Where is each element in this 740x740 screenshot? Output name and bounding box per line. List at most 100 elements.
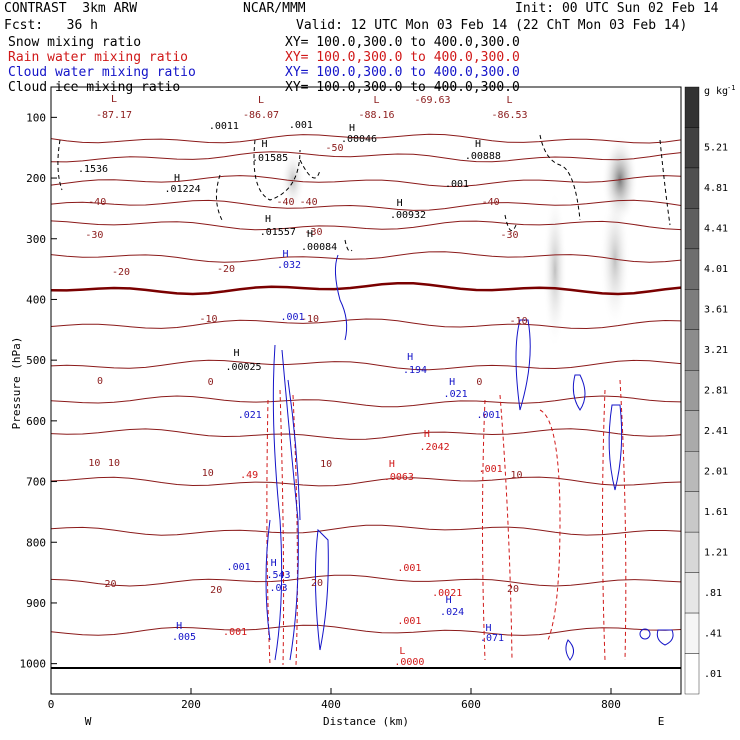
isotherm-line — [51, 151, 681, 163]
contour-label: .49 — [240, 470, 258, 481]
colorbar-swatch — [684, 491, 700, 533]
colorbar-label: 2.81 — [704, 386, 728, 397]
contour-label: .01585 — [252, 153, 288, 164]
x-axis-east: E — [658, 715, 665, 728]
contour-label: 20 — [210, 585, 222, 596]
colorbar-swatch — [684, 86, 700, 128]
contour-label: .0011 — [209, 121, 239, 132]
colorbar-label: 3.21 — [704, 345, 728, 356]
contour-label: H — [261, 139, 267, 150]
isotherm-line — [51, 220, 681, 231]
contour-label: -86.53 — [491, 110, 527, 121]
contour-label: H — [307, 229, 313, 240]
colorbar-label: .41 — [704, 628, 722, 639]
x-axis-label: Distance (km) — [323, 715, 409, 728]
contour-label: -50 — [325, 143, 343, 154]
y-tick-label: 100 — [26, 111, 46, 124]
contour-label: 10 — [88, 458, 100, 469]
y-tick-label: 700 — [26, 476, 46, 489]
contour-label: .071 — [480, 633, 504, 644]
contour-label: .543 — [266, 570, 290, 581]
colorbar-swatch — [684, 451, 700, 492]
model-title: CONTRAST 3km ARW — [4, 1, 138, 16]
colorbar-units: g kg — [704, 86, 728, 97]
contour-label: -10 — [301, 314, 319, 325]
contour-label: L — [111, 94, 117, 105]
contour-label: .005 — [172, 632, 196, 643]
contour-label: .01224 — [165, 184, 201, 195]
contour-label: L — [399, 646, 405, 657]
colorbar-swatch — [684, 531, 700, 573]
contour-label: .1536 — [78, 164, 108, 175]
colorbar-label: 4.41 — [704, 224, 728, 235]
isotherm-line — [51, 281, 681, 296]
colorbar-label: 4.01 — [704, 264, 728, 275]
contour-label: 0 — [97, 376, 103, 387]
contour-label: H — [407, 352, 413, 363]
contour-label: .001 — [445, 179, 469, 190]
contour-label: H — [233, 348, 239, 359]
colorbar-swatch — [684, 127, 700, 169]
contour-label: H — [449, 377, 455, 388]
plot-frame — [50, 86, 682, 695]
colorbar-units-exponent: -1 — [727, 84, 735, 92]
contour-label: -20 — [217, 264, 235, 275]
y-tick-label: 200 — [26, 172, 46, 185]
contour-label: -87.17 — [96, 110, 132, 121]
contour-label: -69.63 — [414, 95, 450, 106]
contour-label: H — [349, 123, 355, 134]
isotherm-line — [51, 524, 681, 536]
x-axis-west: W — [85, 715, 92, 728]
colorbar-swatch — [684, 289, 700, 331]
contour-label: .00888 — [465, 151, 501, 162]
colorbar-label: 2.41 — [704, 426, 728, 437]
y-tick-label: 400 — [26, 293, 46, 306]
y-tick-label: 800 — [26, 536, 46, 549]
contour-label: -30 — [85, 230, 103, 241]
contour-label: -30 — [304, 227, 322, 238]
contour-label: 20 — [311, 578, 323, 589]
contour-label: 0 — [476, 377, 482, 388]
isotherm-line — [51, 199, 681, 211]
isotherm-line — [51, 359, 681, 371]
x-tick-label: 400 — [321, 698, 341, 711]
contour-label: .021 — [444, 389, 468, 400]
legend-snow-name: Snow mixing ratio — [8, 35, 142, 50]
contour-label: -88.16 — [358, 110, 394, 121]
contour-label: 20 — [507, 584, 519, 595]
y-tick-label: 500 — [26, 354, 46, 367]
colorbar-label: 2.01 — [704, 466, 728, 477]
contour-label: .2042 — [420, 442, 450, 453]
legend-rain-name: Rain water mixing ratio — [8, 50, 189, 65]
contour-label: .00932 — [390, 210, 426, 221]
contour-label: -10 — [199, 314, 217, 325]
contour-label: H — [389, 459, 395, 470]
contour-label: -10 — [510, 316, 528, 327]
contour-label: 20 — [104, 579, 116, 590]
x-tick-label: 600 — [461, 698, 481, 711]
y-tick-label: 1000 — [20, 658, 47, 671]
contour-label: .001 — [227, 562, 251, 573]
contour-label: .001 — [397, 616, 421, 627]
colorbar-label: .01 — [704, 669, 722, 680]
contour-label: L — [506, 95, 512, 106]
dashed-contours — [57, 134, 671, 666]
contour-label: .0021 — [432, 588, 462, 599]
contour-label: .001 — [223, 627, 247, 638]
contour-label: .001 — [397, 563, 421, 574]
contour-label: L — [258, 95, 264, 106]
isotherm-line — [51, 395, 681, 408]
isotherm-line — [51, 428, 681, 440]
contour-label: .00084 — [301, 242, 337, 253]
contour-label: H — [475, 139, 481, 150]
isotherm-line — [51, 624, 681, 636]
contour-label: H — [174, 173, 180, 184]
colorbar-swatch — [684, 653, 700, 695]
contour-label: .001 — [479, 464, 503, 475]
legend-snow-xy: XY= 100.0,300.0 to 400.0,300.0 — [285, 35, 520, 50]
contour-label: H — [271, 558, 277, 569]
contour-label: .00025 — [225, 362, 261, 373]
y-tick-label: 600 — [26, 415, 46, 428]
x-tick-label: 800 — [601, 698, 621, 711]
forecast-hour: Fcst: 36 h — [4, 18, 98, 33]
